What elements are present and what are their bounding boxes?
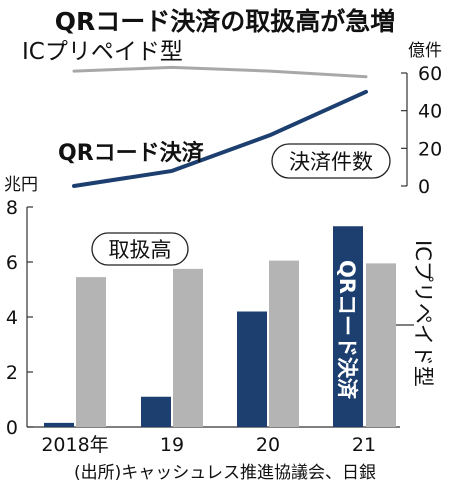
bar-badge-label: 取扱高 — [109, 238, 172, 262]
bar-y-tick-label: 8 — [6, 197, 18, 219]
ic-bar — [366, 263, 396, 427]
ic-bar — [269, 260, 299, 427]
qr-bar — [44, 422, 74, 427]
qr-bar — [333, 226, 363, 427]
source-note: (出所)キャッシュレス推進協議会、日銀 — [74, 463, 376, 483]
line-y-tick-label: 0 — [418, 176, 430, 198]
x-category-label: 19 — [160, 434, 184, 456]
qr-bar — [237, 311, 267, 427]
bar-y-tick-label: 4 — [6, 307, 18, 329]
bar-y-tick-label: 2 — [6, 362, 18, 384]
bar-y-tick-label: 0 — [6, 417, 18, 439]
line-badge — [271, 143, 391, 179]
line-y-tick-label: 40 — [418, 101, 442, 123]
chart-title: QRコード決済の取扱高が急増 — [55, 7, 396, 36]
qr-count-line — [72, 89, 368, 188]
x-category-label: 20 — [256, 434, 280, 456]
ic-bar — [76, 277, 106, 427]
qr-bar-series-label: QRコード決済 — [335, 260, 359, 400]
line-y-tick-label: 20 — [418, 138, 442, 160]
qr-line-series-label: QRコード決済 — [58, 140, 205, 166]
ic-bar-series-label: ICプリペイド型 — [411, 240, 435, 387]
line-unit-label: 億件 — [408, 41, 442, 61]
qr-bar — [141, 396, 171, 427]
line-y-tick-label: 60 — [418, 63, 442, 85]
bar-badge — [91, 232, 189, 266]
ic-line-series-label: ICプリペイド型 — [22, 39, 183, 65]
bar-unit-label: 兆円 — [4, 175, 38, 195]
x-category-label: 21 — [352, 434, 376, 456]
ic-bar — [173, 268, 203, 427]
x-category-label: 2018年 — [41, 434, 108, 456]
ic-count-line — [72, 65, 368, 79]
line-badge-label: 決済件数 — [289, 150, 373, 174]
bar-y-tick-label: 6 — [6, 252, 18, 274]
